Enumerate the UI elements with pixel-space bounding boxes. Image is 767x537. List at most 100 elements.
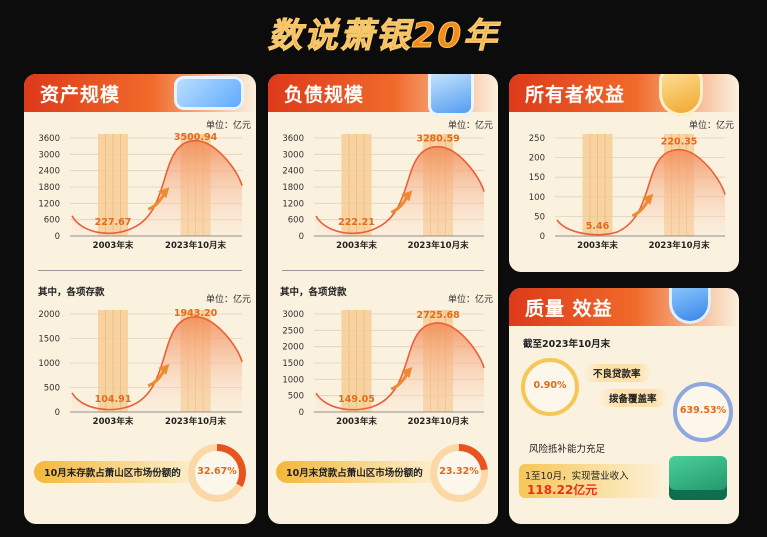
y-tick-label: 500 xyxy=(44,384,60,394)
data-label: 3500.94 xyxy=(174,132,218,143)
deposits-unit: 单位：亿元 xyxy=(206,295,252,305)
quality-panel: 质量 效益 截至2023年10月末 0.90% 不良贷款率 拨备覆盖率 639.… xyxy=(509,288,739,524)
card-icon xyxy=(174,76,244,110)
liabilities-title: 负债规模 xyxy=(284,84,365,106)
y-tick-label: 50 xyxy=(534,212,545,222)
assets-title: 资产规模 xyxy=(40,84,121,106)
data-label: 227.67 xyxy=(95,217,132,228)
y-tick-label: 2400 xyxy=(282,167,304,177)
y-tick-label: 2400 xyxy=(38,167,60,177)
data-label: 5.46 xyxy=(586,221,610,232)
y-tick-label: 100 xyxy=(529,193,545,203)
y-tick-label: 3600 xyxy=(38,134,60,144)
y-tick-label: 1500 xyxy=(282,359,304,369)
divider xyxy=(38,270,242,271)
y-tick-label: 1000 xyxy=(282,375,304,385)
revenue-label: 1至10月，实现营业收入 xyxy=(525,471,629,482)
assets-unit: 单位：亿元 xyxy=(206,121,252,131)
y-tick-label: 3000 xyxy=(282,150,304,160)
y-tick-label: 2000 xyxy=(38,310,60,320)
area-fill xyxy=(72,316,242,412)
data-label: 222.21 xyxy=(338,217,375,228)
data-label: 104.91 xyxy=(95,394,132,405)
growth-arrowhead xyxy=(401,190,413,202)
y-tick-label: 3000 xyxy=(282,310,304,320)
y-tick-label: 1800 xyxy=(282,183,304,193)
y-tick-label: 0 xyxy=(540,232,545,242)
trend-line xyxy=(556,148,726,236)
y-tick-label: 2500 xyxy=(282,326,304,336)
trend-line xyxy=(71,139,243,235)
quality-date: 截至2023年10月末 xyxy=(523,339,611,350)
y-tick-label: 1500 xyxy=(38,335,60,345)
liabilities-chart: 0 600 1200 1800 2400 3000 3600 222.21 3280.59 200… xyxy=(282,134,485,251)
y-tick-label: 3000 xyxy=(38,150,60,160)
y-tick-label: 250 xyxy=(529,134,545,144)
data-label: 149.05 xyxy=(338,394,375,405)
equity-header: 所有者权益 xyxy=(509,74,739,112)
growth-arrowhead xyxy=(158,363,170,375)
loans-chart: 0 500 1000 1500 2000 2500 3000 149.05 2725.68 200… xyxy=(282,310,485,427)
y-tick-label: 1200 xyxy=(282,199,304,209)
y-tick-label: 2000 xyxy=(282,343,304,353)
y-tick-label: 0 xyxy=(299,408,304,418)
clipboard-icon xyxy=(428,74,474,116)
risk-text: 风险抵补能力充足 xyxy=(529,444,606,455)
area-fill xyxy=(72,140,242,236)
loans-unit: 单位：亿元 xyxy=(448,295,494,305)
growth-arrowhead xyxy=(401,367,413,379)
assets-panel: 资产规模 单位：亿元 0 600 1200 1800 2400 3000 3600 227.6… xyxy=(24,74,256,524)
trend-line xyxy=(71,315,243,411)
x-tick-label: 2023年10月末 xyxy=(408,240,469,251)
y-tick-label: 500 xyxy=(288,392,304,402)
coverage-ring: 639.53% xyxy=(673,382,733,442)
liabilities-subtitle: 其中，各项贷款 xyxy=(280,287,347,298)
loan-share-bar: 10月末贷款占萧山区市场份额的 xyxy=(276,461,456,483)
x-tick-label: 2023年10月末 xyxy=(649,240,710,251)
y-tick-label: 1000 xyxy=(38,359,60,369)
revenue-value: 118.22亿元 xyxy=(527,483,598,497)
divider xyxy=(282,270,484,271)
y-tick-label: 600 xyxy=(288,216,304,226)
equity-unit: 单位：亿元 xyxy=(689,121,735,131)
coverage-label: 拨备覆盖率 xyxy=(599,389,667,407)
x-tick-label: 2023年10月末 xyxy=(165,416,226,427)
shield-yen-icon xyxy=(659,74,703,116)
data-label: 1943.20 xyxy=(174,308,218,319)
y-tick-label: 0 xyxy=(55,232,60,242)
data-label: 2725.68 xyxy=(416,310,460,321)
pos-terminal-icon xyxy=(669,456,727,500)
loan-share-value: 23.32% xyxy=(439,466,479,477)
data-label: 220.35 xyxy=(661,137,698,148)
equity-chart: 0 50 100 150 200 250 5.46 220.35 2003年末 2023年10月末 xyxy=(529,134,726,251)
deposit-share-label: 10月末存款占萧山区市场份额的 xyxy=(44,468,181,479)
deposit-share-bar: 10月末存款占萧山区市场份额的 xyxy=(34,461,214,483)
y-tick-label: 1200 xyxy=(38,199,60,209)
x-tick-label: 2023年10月末 xyxy=(165,240,226,251)
growth-arrowhead xyxy=(642,193,654,205)
trend-line xyxy=(315,145,485,235)
quality-title: 质量 效益 xyxy=(525,298,613,320)
y-tick-label: 0 xyxy=(299,232,304,242)
area-fill xyxy=(557,149,725,236)
y-tick-label: 3600 xyxy=(282,134,304,144)
npl-ring: 0.90% xyxy=(521,358,579,416)
y-tick-label: 200 xyxy=(529,154,545,164)
x-tick-label: 2003年末 xyxy=(93,416,134,427)
deposit-share-donut: 32.67% xyxy=(188,444,246,502)
page-title: 数说萧银20年 xyxy=(267,16,500,57)
npl-value: 0.90% xyxy=(533,380,567,391)
deposits-chart: 0 500 1000 1500 2000 104.91 1943.20 2003年末 2023年… xyxy=(38,308,243,427)
liabilities-panel: 负债规模 单位：亿元 0 600 1200 1800 2400 3000 3600 222.2… xyxy=(268,74,498,524)
assets-subtitle: 其中，各项存款 xyxy=(38,287,105,298)
liabilities-unit: 单位：亿元 xyxy=(448,121,494,131)
x-tick-label: 2003年末 xyxy=(93,240,134,251)
revenue-box xyxy=(519,464,669,498)
equity-panel: 所有者权益 单位：亿元 0 50 100 150 200 250 5.46 220.35 200… xyxy=(509,74,739,272)
loan-share-label: 10月末贷款占萧山区市场份额的 xyxy=(286,468,423,479)
x-tick-label: 2003年末 xyxy=(336,416,377,427)
assets-chart: 0 600 1200 1800 2400 3000 3600 227.67 3500.94 200… xyxy=(38,132,243,251)
growth-arrowhead xyxy=(158,187,170,199)
x-tick-label: 2003年末 xyxy=(577,240,618,251)
trend-line xyxy=(315,322,485,411)
